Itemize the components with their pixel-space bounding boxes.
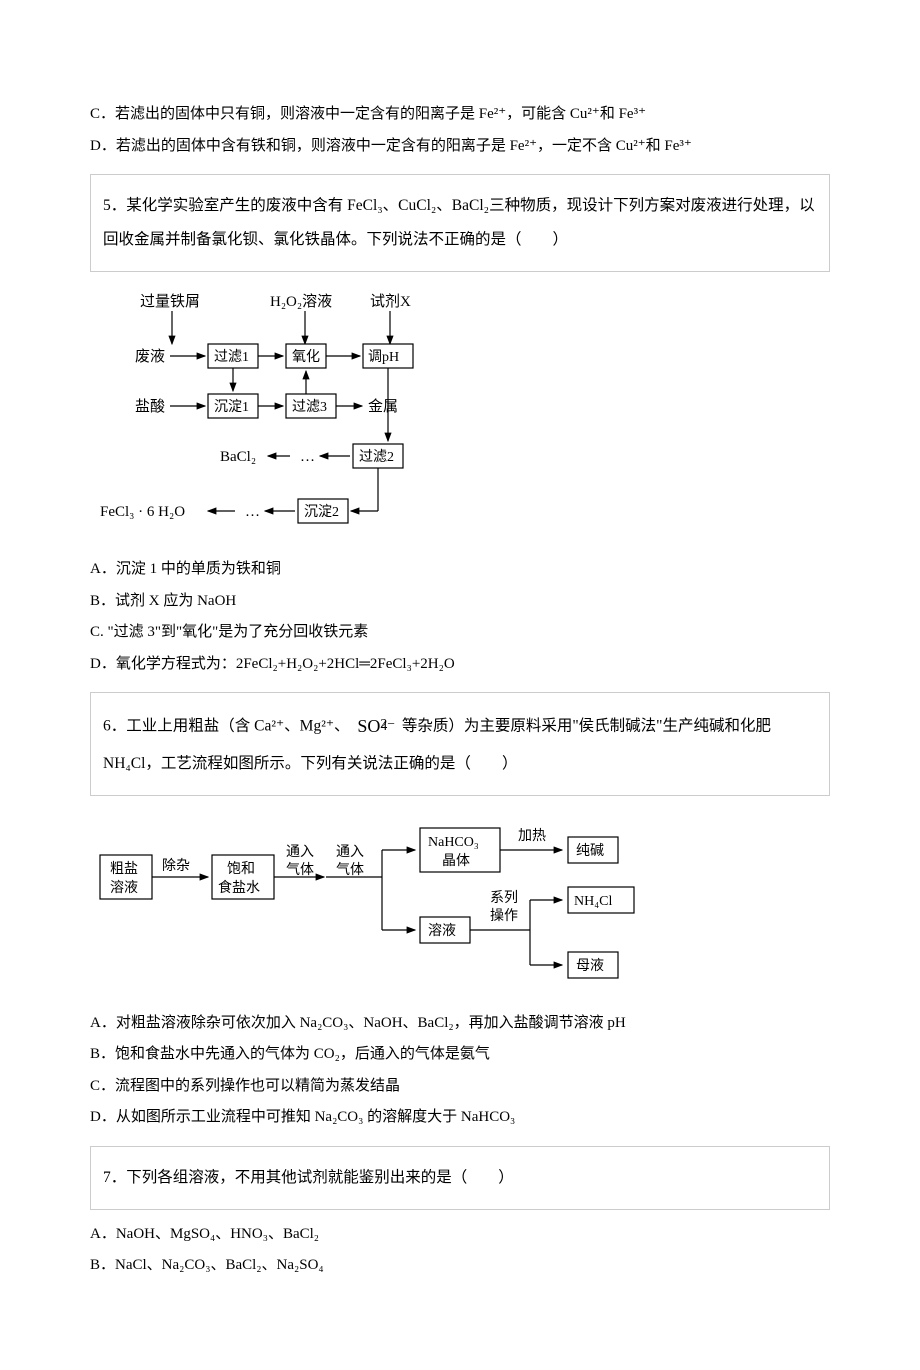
svg-text:晶体: 晶体 <box>442 853 470 869</box>
label-dots1: … <box>300 449 315 465</box>
svg-text:粗盐: 粗盐 <box>110 861 138 877</box>
q5-option-d: D．氧化学方程式为：2FeCl₂+H₂O₂+2HCl═2FeCl₃+2H₂O <box>90 650 830 679</box>
label-pure-soda: 纯碱 <box>576 843 604 859</box>
label-bacl2: BaCl₂ <box>220 449 256 465</box>
label-dots2: … <box>245 504 260 520</box>
q6-option-a: A．对粗盐溶液除杂可依次加入 Na₂CO₃、NaOH、BaCl₂，再加入盐酸调节… <box>90 1009 830 1038</box>
q6-stem-part1: 6．工业上用粗盐（含 Ca²⁺、Mg²⁺、 <box>103 718 350 735</box>
q7-option-b: B．NaCl、Na₂CO₃、BaCl₂、Na₂SO₄ <box>90 1251 830 1280</box>
q4-option-c: C．若滤出的固体中只有铜，则溶液中一定含有的阳离子是 Fe²⁺，可能含 Cu²⁺… <box>90 100 830 129</box>
svg-text:气体: 气体 <box>286 862 314 878</box>
label-precipitate2: 沉淀2 <box>304 504 339 520</box>
label-precipitate1: 沉淀1 <box>214 399 249 415</box>
svg-text:饱和: 饱和 <box>227 861 255 877</box>
q6-stem-box: 6．工业上用粗盐（含 Ca²⁺、Mg²⁺、 SO42− 等杂质）为主要原料采用"… <box>90 692 830 796</box>
label-h2o2: H₂O₂溶液 <box>270 293 332 310</box>
svg-text:通入: 通入 <box>286 844 314 860</box>
svg-text:食盐水: 食盐水 <box>218 879 260 896</box>
label-fecl3: FeCl₃ · 6 H₂O <box>100 504 185 520</box>
svg-text:气体: 气体 <box>336 862 364 878</box>
label-filter3: 过滤3 <box>292 399 327 415</box>
q7-options: A．NaOH、MgSO₄、HNO₃、BaCl₂ B．NaCl、Na₂CO₃、Ba… <box>90 1220 830 1280</box>
svg-text:溶液: 溶液 <box>110 880 138 896</box>
q6-option-b: B．饱和食盐水中先通入的气体为 CO₂，后通入的气体是氨气 <box>90 1040 830 1069</box>
q6-diagram: 粗盐 溶液 除杂 饱和 食盐水 通入 气体 通入 气体 NaHCO₃ 晶体 加热… <box>90 810 830 995</box>
q6-option-c: C．流程图中的系列操作也可以精简为蒸发结晶 <box>90 1072 830 1101</box>
label-remove-imp: 除杂 <box>162 858 190 874</box>
label-excess-iron: 过量铁屑 <box>140 293 200 310</box>
svg-text:通入: 通入 <box>336 844 364 860</box>
label-oxidize: 氧化 <box>292 349 320 365</box>
svg-text:NH₄Cl: NH₄Cl <box>574 894 612 909</box>
q5-option-a: A．沉淀 1 中的单质为铁和铜 <box>90 555 830 584</box>
label-heat: 加热 <box>518 828 546 844</box>
label-solution: 溶液 <box>428 923 456 939</box>
q6-so4: SO42− <box>357 707 394 747</box>
q5-option-c: C. "过滤 3"到"氧化"是为了充分回收铁元素 <box>90 618 830 647</box>
label-waste: 废液 <box>135 348 165 365</box>
q5-option-b: B．试剂 X 应为 NaOH <box>90 587 830 616</box>
svg-text:系列: 系列 <box>490 890 518 906</box>
q6-options: A．对粗盐溶液除杂可依次加入 Na₂CO₃、NaOH、BaCl₂，再加入盐酸调节… <box>90 1009 830 1132</box>
label-reagent-x: 试剂X <box>370 293 411 310</box>
svg-text:NaHCO₃: NaHCO₃ <box>428 835 479 850</box>
label-adjust-ph: 调pH <box>368 349 399 365</box>
q4-options-partial: C．若滤出的固体中只有铜，则溶液中一定含有的阳离子是 Fe²⁺，可能含 Cu²⁺… <box>90 100 830 160</box>
q7-option-a: A．NaOH、MgSO₄、HNO₃、BaCl₂ <box>90 1220 830 1249</box>
q5-stem-box: 5．某化学实验室产生的废液中含有 FeCl₃、CuCl₂、BaCl₂三种物质，现… <box>90 174 830 272</box>
q5-stem: 5．某化学实验室产生的废液中含有 FeCl₃、CuCl₂、BaCl₂三种物质，现… <box>103 197 815 248</box>
q7-stem: 7．下列各组溶液，不用其他试剂就能鉴别出来的是（ ） <box>103 1169 514 1186</box>
q5-diagram: 过量铁屑 H₂O₂溶液 试剂X 废液 过滤1 氧化 调pH 盐酸 沉淀1 过滤3… <box>90 286 830 541</box>
label-mother-liquor: 母液 <box>576 958 604 974</box>
label-filter1: 过滤1 <box>214 349 249 365</box>
svg-text:操作: 操作 <box>490 908 518 924</box>
q4-option-d: D．若滤出的固体中含有铁和铜，则溶液中一定含有的阳离子是 Fe²⁺，一定不含 C… <box>90 132 830 161</box>
q6-option-d: D．从如图所示工业流程中可推知 Na₂CO₃ 的溶解度大于 NaHCO₃ <box>90 1103 830 1132</box>
label-metal: 金属 <box>368 398 398 415</box>
label-filter2: 过滤2 <box>359 449 394 465</box>
label-hcl: 盐酸 <box>135 398 165 415</box>
q7-stem-box: 7．下列各组溶液，不用其他试剂就能鉴别出来的是（ ） <box>90 1146 830 1210</box>
q5-options: A．沉淀 1 中的单质为铁和铜 B．试剂 X 应为 NaOH C. "过滤 3"… <box>90 555 830 678</box>
